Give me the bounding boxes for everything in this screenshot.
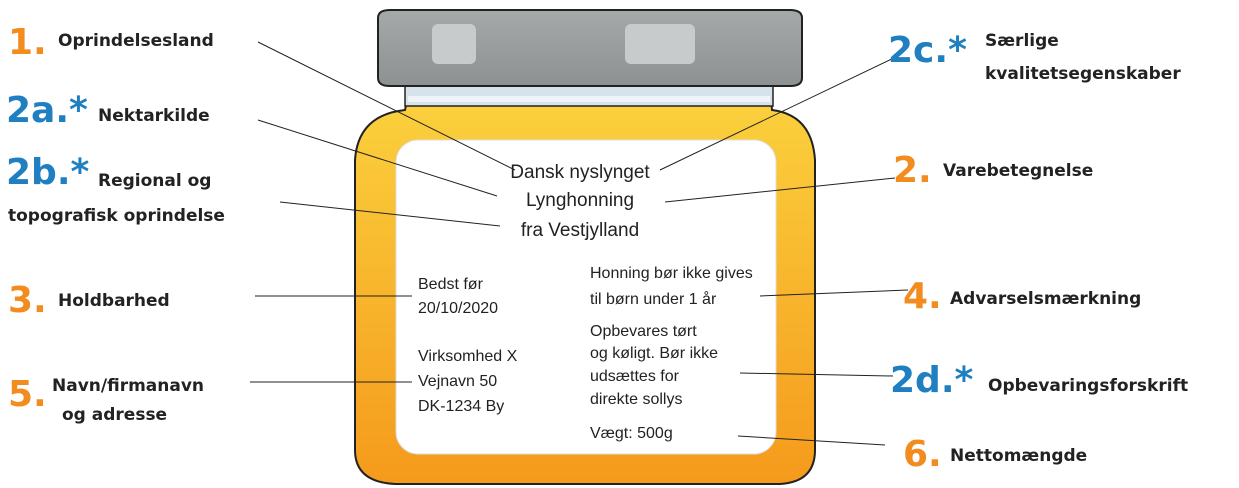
storage: udsættes for <box>590 368 680 385</box>
callout-text: Regional og <box>98 171 211 191</box>
callout-number: 3. <box>8 280 47 321</box>
product-line: Lynghonning <box>526 190 634 211</box>
callout-text: Oprindelsesland <box>58 31 214 51</box>
company: Vejnavn 50 <box>418 373 497 390</box>
best-before: Bedst før <box>418 276 484 293</box>
callout-number: 2b.* <box>6 152 89 193</box>
warning: Honning bør ikke gives <box>590 265 753 282</box>
callout-number: 4. <box>903 276 942 317</box>
callout-text: Advarselsmærkning <box>950 289 1141 309</box>
product-line: Dansk nyslynget <box>510 162 650 183</box>
callout-number: 5. <box>8 374 47 415</box>
callout-number: 2c.* <box>888 30 967 71</box>
storage: Opbevares tørt <box>590 323 697 340</box>
callout-text: Navn/firmanavn <box>52 376 204 396</box>
callout-text: Særlige <box>985 31 1059 51</box>
company: Virksomhed X <box>418 348 518 365</box>
storage: og køligt. Bør ikke <box>590 345 718 362</box>
callout-number: 2. <box>893 150 932 191</box>
callout-text: Nektarkilde <box>98 106 210 126</box>
callout-text: kvalitetsegenskaber <box>985 64 1181 84</box>
weight: Vægt: 500g <box>590 425 673 442</box>
callout-number: 2a.* <box>6 90 88 131</box>
callout-text: Opbevaringsforskrift <box>988 376 1188 396</box>
callout-text: og adresse <box>62 405 167 425</box>
callout-number: 2d.* <box>890 360 973 401</box>
callout-text: Holdbarhed <box>58 291 170 311</box>
product-line: fra Vestjylland <box>521 220 639 241</box>
storage: direkte sollys <box>590 391 682 408</box>
callout-text: Varebetegnelse <box>943 161 1093 181</box>
callout-number: 1. <box>8 22 47 63</box>
warning: til børn under 1 år <box>590 290 717 308</box>
callout-text: Nettomængde <box>950 446 1087 466</box>
best-before: 20/10/2020 <box>418 300 498 317</box>
company: DK-1234 By <box>418 398 504 415</box>
callout-text: topografisk oprindelse <box>8 206 225 226</box>
callout-number: 6. <box>903 434 942 475</box>
diagram: Dansk nyslynget Lynghonning fra Vestjyll… <box>0 0 1239 488</box>
